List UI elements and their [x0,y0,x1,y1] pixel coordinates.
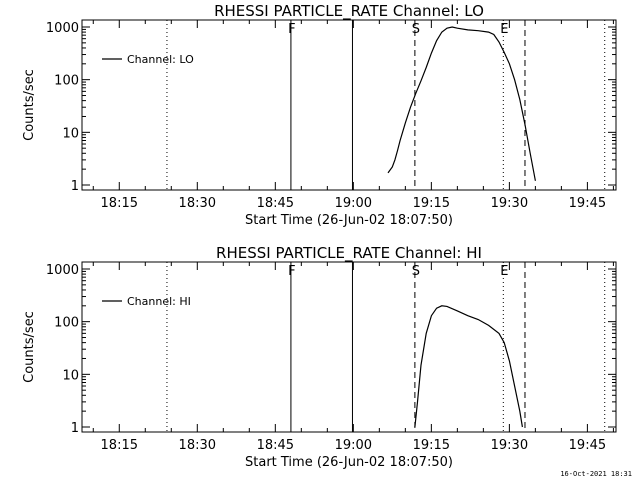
plot-frame [81,19,617,191]
legend-label: Channel: HI [127,295,191,308]
y-tick-label: 1 [71,179,79,194]
series-line [414,305,523,428]
marker-label: E [500,22,508,37]
chart-title: RHESSI PARTICLE_RATE Channel: HI [216,244,482,263]
legend-label: Channel: LO [127,53,194,66]
y-axis-label: Counts/sec [22,311,37,383]
x-tick-label: 19:15 [413,438,450,453]
x-tick-label: 18:45 [257,196,294,211]
x-tick-label: 18:15 [101,196,138,211]
y-tick-label: 1000 [46,263,79,278]
x-axis-label: Start Time (26-Jun-02 18:07:50) [245,213,453,228]
x-tick-label: 18:45 [257,438,294,453]
x-tick-label: 19:30 [491,196,528,211]
y-tick-label: 1 [71,421,79,436]
marker-label: E [500,264,508,279]
x-tick-label: 18:30 [179,438,216,453]
y-tick-label: 100 [54,316,79,331]
y-tick-label: 10 [62,126,79,141]
x-axis-label: Start Time (26-Jun-02 18:07:50) [245,455,453,470]
plot-frame [81,261,617,433]
y-tick-label: 10 [62,368,79,383]
y-tick-label: 1000 [46,21,79,36]
chart-title: RHESSI PARTICLE_RATE Channel: LO [214,2,484,21]
x-tick-label: 19:00 [335,438,372,453]
x-tick-label: 18:30 [179,196,216,211]
x-tick-label: 19:15 [413,196,450,211]
marker-label: S [412,22,420,37]
marker-label: S [412,264,420,279]
x-tick-label: 18:15 [101,438,138,453]
marker-label: F [288,264,295,279]
x-tick-label: 19:00 [335,196,372,211]
chart-panel-2: RHESSI PARTICLE_RATE Channel: HI Start Ti… [22,244,617,470]
y-tick-label: 100 [54,74,79,89]
chart-panel-1: RHESSI PARTICLE_RATE Channel: LO Start Ti… [22,2,617,228]
plot-timestamp: 16-Oct-2021 18:31 [560,470,632,478]
x-tick-label: 19:30 [491,438,528,453]
x-tick-label: 19:45 [569,438,606,453]
y-axis-label: Counts/sec [22,69,37,141]
series-line [387,26,536,181]
marker-label: F [288,22,295,37]
x-tick-label: 19:45 [569,196,606,211]
